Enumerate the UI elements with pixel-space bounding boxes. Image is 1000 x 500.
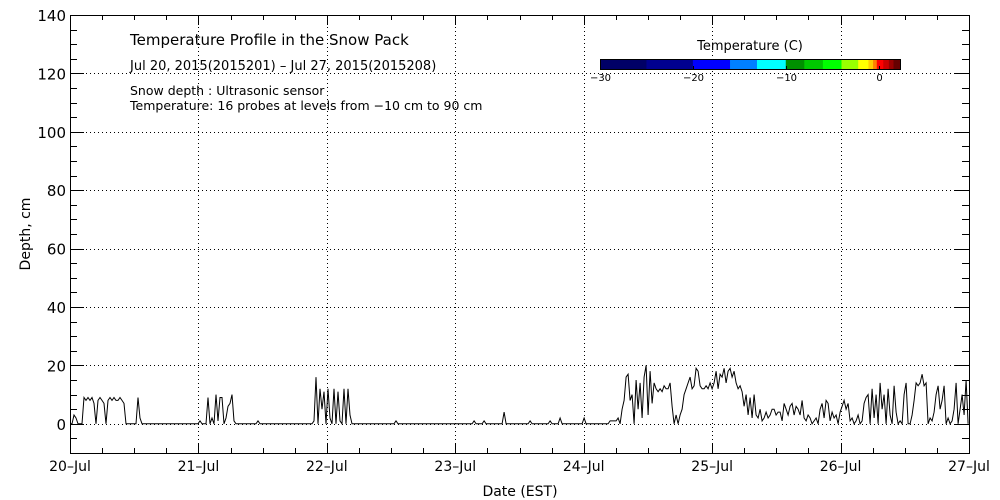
y-tick-label: 60 (47, 241, 66, 259)
colorbar-band (804, 60, 824, 70)
y-tick-label: 80 (47, 182, 66, 200)
colorbar-band (858, 60, 869, 70)
chart-title: Temperature Profile in the Snow Pack (129, 31, 409, 49)
y-tick-label: 140 (37, 7, 66, 25)
y-tick-labels: 0 20 40 60 80 100 120 140 (37, 7, 66, 434)
x-tick-label: 22–Jul (306, 459, 348, 475)
x-tick-label: 27–Jul (948, 459, 990, 475)
x-tick-label: 24–Jul (563, 459, 605, 475)
colorbar-title: Temperature (C) (696, 39, 803, 54)
x-tick-labels: 20–Jul 21–Jul 22–Jul 23–Jul 24–Jul 25–Jul 26–J… (49, 459, 990, 475)
colorbar-band (646, 60, 694, 70)
note-temperature: Temperature: 16 probes at levels from −1… (129, 98, 482, 113)
grid-lines (70, 15, 969, 453)
colorbar-band (873, 60, 878, 70)
y-tick-label: 40 (47, 299, 66, 317)
colorbar-band (600, 60, 647, 70)
y-axis-label: Depth, cm (18, 198, 34, 271)
x-tick-label: 25–Jul (691, 459, 733, 475)
note-snow-depth: Snow depth : Ultrasonic sensor (130, 83, 325, 98)
chart-subtitle: Jul 20, 2015(2015201) – Jul 27, 2015(201… (129, 59, 436, 74)
colorbar-band (822, 60, 842, 70)
x-tick-label: 23–Jul (434, 459, 476, 475)
colorbar-band (841, 60, 859, 70)
x-tick-label: 26–Jul (820, 459, 862, 475)
axis-ticks (70, 15, 970, 454)
temperature-colorbar: Temperature (C) −30 −20 −10 0 (590, 39, 901, 84)
x-tick-label: 20–Jul (49, 459, 91, 475)
colorbar-band (692, 60, 731, 70)
colorbar-tick-label: −30 (590, 73, 611, 84)
colorbar-band (868, 60, 874, 70)
y-tick-label: 0 (56, 416, 66, 434)
colorbar-band (883, 60, 890, 70)
snow-depth-line (70, 365, 969, 426)
x-tick-label: 21–Jul (178, 459, 220, 475)
plot-frame (70, 15, 970, 454)
colorbar-tick-label: −10 (776, 73, 797, 84)
x-axis-label: Date (EST) (482, 484, 557, 500)
colorbar-band (888, 60, 894, 70)
y-tick-label: 120 (37, 65, 66, 83)
colorbar-tick-label: 0 (876, 73, 882, 84)
colorbar-band (785, 60, 805, 70)
colorbar-frame (600, 59, 901, 70)
y-tick-label: 100 (37, 124, 66, 142)
colorbar-band (876, 60, 884, 70)
colorbar-band (756, 60, 787, 70)
colorbar-band (730, 60, 758, 70)
colorbar-band (893, 60, 901, 70)
colorbar-tick-label: −20 (683, 73, 704, 84)
y-tick-label: 20 (47, 357, 66, 375)
